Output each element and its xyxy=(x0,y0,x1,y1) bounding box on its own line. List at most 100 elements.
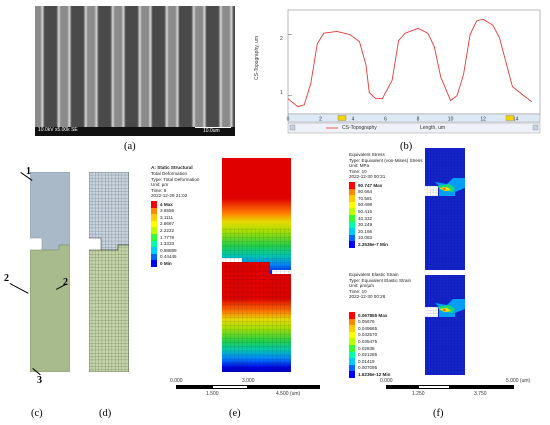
legend-row: 50.415 xyxy=(349,208,409,215)
legend-value: 90.747 Max xyxy=(358,182,383,188)
legend-swatch xyxy=(151,227,157,234)
legend-row: 3.5556 xyxy=(151,207,201,215)
legend-value: 0.042570 xyxy=(358,332,378,338)
legend-value: 2.2536e-7 Min xyxy=(358,241,388,247)
legend-swatch xyxy=(349,344,355,352)
legend-row: 80.664 xyxy=(349,188,409,196)
mesh-model xyxy=(88,171,130,373)
label-3: 3 xyxy=(37,375,42,386)
stress-plot xyxy=(425,148,465,270)
legend-swatch xyxy=(349,312,355,319)
legend-row: 1.3333 xyxy=(151,240,201,248)
legend-row: 0.05676 xyxy=(349,318,409,326)
scroll-right-icon[interactable] xyxy=(532,124,539,131)
legend-value: 0.007095 xyxy=(358,365,378,371)
legend-row: 2.2536e-7 Min xyxy=(349,241,409,248)
geometry-top-body xyxy=(29,171,71,251)
scroll-left-icon[interactable] xyxy=(289,124,296,131)
legend-value: 2.6667 xyxy=(160,221,175,227)
legend-value: 4 Max xyxy=(160,201,173,207)
legend-row: 10.083 xyxy=(349,234,409,242)
sem-line-2 xyxy=(56,6,72,127)
y-axis-label: CS-Topography, um xyxy=(254,35,260,80)
legend-row: 0.042570 xyxy=(349,331,409,339)
slider-thumb-right[interactable] xyxy=(505,115,515,121)
x-tick-label: 12 xyxy=(480,117,486,123)
legend-row: 0.021285 xyxy=(349,351,409,359)
legend-row: 40.332 xyxy=(349,214,409,222)
legend-label: CS-Topography xyxy=(342,125,377,131)
sem-info: 10.0kV x5.00k SE xyxy=(38,127,78,133)
legend-row: 0.44445 xyxy=(151,253,201,261)
legend-value: 80.664 xyxy=(358,189,373,195)
legend-swatch xyxy=(151,233,157,241)
sem-line-1 xyxy=(35,6,45,127)
slider-thumb-left[interactable] xyxy=(337,115,347,121)
legend-swatch xyxy=(349,318,355,326)
legend-value: 40.332 xyxy=(358,215,373,221)
legend-value: 0.049665 xyxy=(358,325,378,331)
caption-a: (a) xyxy=(124,141,136,152)
stress-info: Equivalent Stress Type: Equivalent (von-… xyxy=(349,152,423,179)
legend-value: 3.1111 xyxy=(160,214,174,220)
legend-row: 0 Min xyxy=(151,260,201,267)
legend-swatch xyxy=(349,188,355,196)
geometry-model xyxy=(29,171,71,373)
legend-value: 1.6236e-12 Min xyxy=(358,371,391,377)
legend-swatch xyxy=(349,201,355,209)
legend-row: 0.067855 Max xyxy=(349,312,409,319)
legend-row: 0.035475 xyxy=(349,338,409,345)
legend-row: 70.581 xyxy=(349,195,409,202)
sem-line-5 xyxy=(137,6,153,127)
legend-value: 70.581 xyxy=(358,195,373,201)
sem-scale-label: 10.0um xyxy=(203,128,220,134)
sem-line-7 xyxy=(191,6,207,127)
legend-row: 4 Max xyxy=(151,201,201,208)
legend-row: 0.049665 xyxy=(349,325,409,332)
geometry-bottom-body xyxy=(29,244,71,373)
legend-swatch xyxy=(349,228,355,235)
legend-value: 2.2222 xyxy=(160,227,175,233)
strain-info: Equivalent Elastic Strain Type: Equivale… xyxy=(349,272,412,299)
legend-swatch xyxy=(349,351,355,359)
legend-swatch xyxy=(349,325,355,332)
legend-value: 20.166 xyxy=(358,228,373,234)
legend-row: 30.249 xyxy=(349,221,409,229)
sem-stripes xyxy=(35,6,235,136)
sem-line-8 xyxy=(218,6,234,127)
label-1: 1 xyxy=(26,166,31,177)
legend-row: 20.166 xyxy=(349,228,409,235)
legend-swatch xyxy=(349,182,355,189)
y-tick-1: 1 xyxy=(280,90,283,96)
legend-row: 0.007095 xyxy=(349,364,409,372)
legend-row: 2.6667 xyxy=(151,220,201,228)
legend-value: 0 Min xyxy=(160,260,172,266)
strain-plot xyxy=(425,275,465,375)
stress-legend: 90.747 Max 80.664 70.581 60.498 50.415 40.332… xyxy=(349,182,409,252)
legend-swatch xyxy=(151,214,157,221)
legend-value: 60.498 xyxy=(358,202,373,208)
legend-value: 0.021285 xyxy=(358,352,378,358)
legend-swatch xyxy=(349,371,355,378)
legend-value: 0.035475 xyxy=(358,338,378,344)
x-tick-label: 4 xyxy=(352,117,355,123)
legend-value: 0.067855 Max xyxy=(358,312,388,318)
x-axis-label: Length, um xyxy=(420,125,446,131)
legend-value: 1.7778 xyxy=(160,234,175,240)
x-tick-label: 2 xyxy=(319,117,322,123)
caption-f: (f) xyxy=(433,408,444,419)
label-2-right: 2 xyxy=(63,277,68,288)
legend-swatch xyxy=(151,220,157,228)
profile-chart: 0 2 4 6 8 10 12 14 CS-Topography, um 2 1 CS-Top… xyxy=(254,6,544,134)
caption-d: (d) xyxy=(99,408,112,419)
legend-value: 0.44445 xyxy=(160,254,177,260)
legend-value: 50.415 xyxy=(358,208,373,214)
legend-swatch xyxy=(349,358,355,365)
sem-line-6 xyxy=(164,6,180,127)
legend-swatch xyxy=(151,247,157,254)
deformation-scalebar: 0.000 3.000 1.500 4.500 (um) xyxy=(170,378,326,400)
legend-swatch xyxy=(151,253,157,261)
legend-swatch xyxy=(151,260,157,267)
x-tick-label: 14 xyxy=(513,117,519,123)
x-tick-label: 8 xyxy=(417,117,420,123)
